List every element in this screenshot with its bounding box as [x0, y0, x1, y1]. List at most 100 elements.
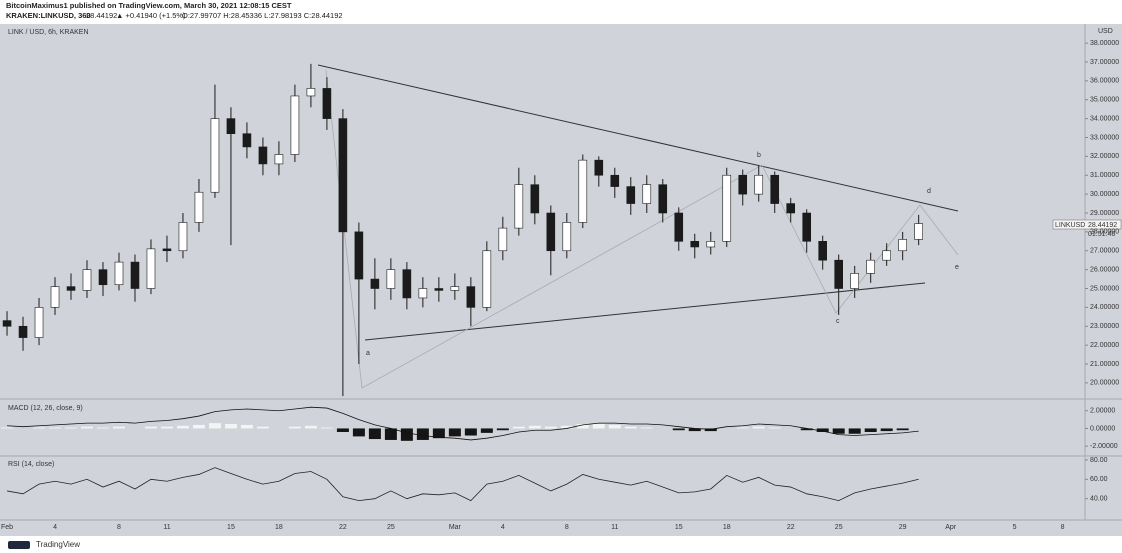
candle-body	[850, 273, 859, 289]
histogram-bar	[256, 426, 269, 429]
candle-body	[98, 269, 108, 286]
candle-body	[450, 286, 460, 291]
candle-body	[866, 259, 875, 274]
x-tick-label: 18	[723, 524, 731, 531]
candle-body	[370, 278, 380, 289]
x-tick-label: 15	[227, 524, 235, 531]
histogram-bar	[368, 428, 381, 440]
candle-body	[290, 95, 300, 155]
y-tick-label: 28.00000	[1090, 229, 1119, 236]
logo: TradingView	[36, 540, 80, 549]
histogram-bar	[752, 426, 765, 429]
candle-body	[386, 269, 396, 289]
candle-body	[498, 227, 508, 252]
y-tick-label: 27.00000	[1090, 248, 1119, 255]
histogram-bar	[864, 428, 877, 432]
candle-body	[770, 174, 780, 204]
histogram-bar	[96, 427, 109, 429]
x-tick-label: 29	[899, 524, 907, 531]
logo-icon	[8, 541, 30, 549]
candle-body	[738, 174, 748, 195]
wave-label: e	[955, 264, 959, 271]
histogram-bar	[544, 426, 557, 429]
candle-body	[706, 241, 716, 248]
price-change: ▲ +0.41940 (+1.5%)	[116, 11, 186, 20]
histogram-bar	[624, 426, 637, 429]
histogram-bar	[768, 427, 781, 429]
candle-body	[34, 307, 44, 338]
ohlc: O:27.99707 H:28.45336 L:27.98193 C:28.44…	[182, 11, 343, 20]
currency: USD	[1098, 28, 1113, 35]
x-tick-label: 8	[1061, 524, 1065, 531]
histogram-bar	[704, 428, 717, 432]
candle-body	[882, 250, 891, 261]
histogram-bar	[640, 427, 653, 429]
candle-body	[530, 184, 540, 214]
candle-body	[18, 325, 28, 338]
candle-body	[594, 159, 604, 176]
x-tick-label: Mar	[449, 524, 462, 531]
histogram-bar	[800, 428, 813, 431]
candle-body	[82, 269, 92, 291]
histogram-bar	[240, 424, 253, 429]
y-tick-label: 37.00000	[1090, 59, 1119, 66]
candle-body	[514, 184, 524, 229]
candle-body	[146, 248, 156, 289]
histogram-bar	[33, 427, 46, 429]
histogram-bar	[736, 427, 749, 429]
histogram-bar	[688, 428, 701, 432]
y-tick-label: 31.00000	[1090, 172, 1119, 179]
candle-body	[354, 231, 364, 280]
histogram-bar	[672, 428, 685, 431]
wave-label: b	[757, 152, 761, 159]
x-tick-label: 4	[501, 524, 505, 531]
histogram-bar	[464, 428, 477, 436]
histogram-bar	[49, 427, 62, 429]
candle-body	[642, 184, 652, 204]
histogram-bar	[608, 424, 621, 429]
histogram-bar	[224, 424, 237, 429]
candle-body	[178, 222, 188, 252]
price-tag-value: 28.44192	[1088, 222, 1117, 229]
histogram-bar	[176, 425, 189, 429]
y-tick-label: 24.00000	[1090, 304, 1119, 311]
x-tick-label: 22	[339, 524, 347, 531]
histogram-bar	[144, 426, 157, 429]
candle-body	[802, 212, 812, 242]
histogram-bar	[160, 426, 173, 429]
histogram-bar	[288, 426, 301, 429]
candle-body	[194, 191, 204, 223]
histogram-bar	[416, 428, 429, 440]
x-tick-label: 11	[611, 524, 618, 531]
candle-body	[658, 184, 668, 214]
candle-body	[674, 212, 684, 242]
histogram-bar	[592, 424, 605, 429]
y-tick-label: 38.00000	[1090, 40, 1119, 47]
candle-body	[434, 288, 444, 291]
y-tick-label: 34.00000	[1090, 115, 1119, 122]
candle-body	[226, 118, 236, 135]
macd-line	[7, 406, 919, 441]
candle-body	[578, 159, 588, 223]
x-tick-label: 15	[675, 524, 683, 531]
x-tick-label: 11	[163, 524, 170, 531]
y-tick-label: 23.00000	[1090, 323, 1119, 330]
x-tick-label: 8	[117, 524, 121, 531]
y-tick-label: 0.00000	[1090, 425, 1115, 432]
histogram-bar	[208, 423, 221, 429]
wave-label: a	[366, 350, 370, 357]
histogram-bar	[192, 424, 205, 429]
candle-body	[626, 186, 636, 204]
x-tick-label: 22	[787, 524, 795, 531]
pane-title: RSI (14, close)	[8, 461, 54, 468]
price-tag	[1052, 219, 1122, 230]
candle-body	[2, 320, 12, 327]
candle-body	[258, 146, 268, 165]
candle-body	[818, 241, 828, 261]
histogram-bar	[560, 425, 573, 429]
y-tick-label: 25.00000	[1090, 285, 1119, 292]
x-tick-label: Apr	[945, 524, 957, 531]
candle-body	[338, 118, 348, 233]
candle-body	[66, 286, 76, 291]
